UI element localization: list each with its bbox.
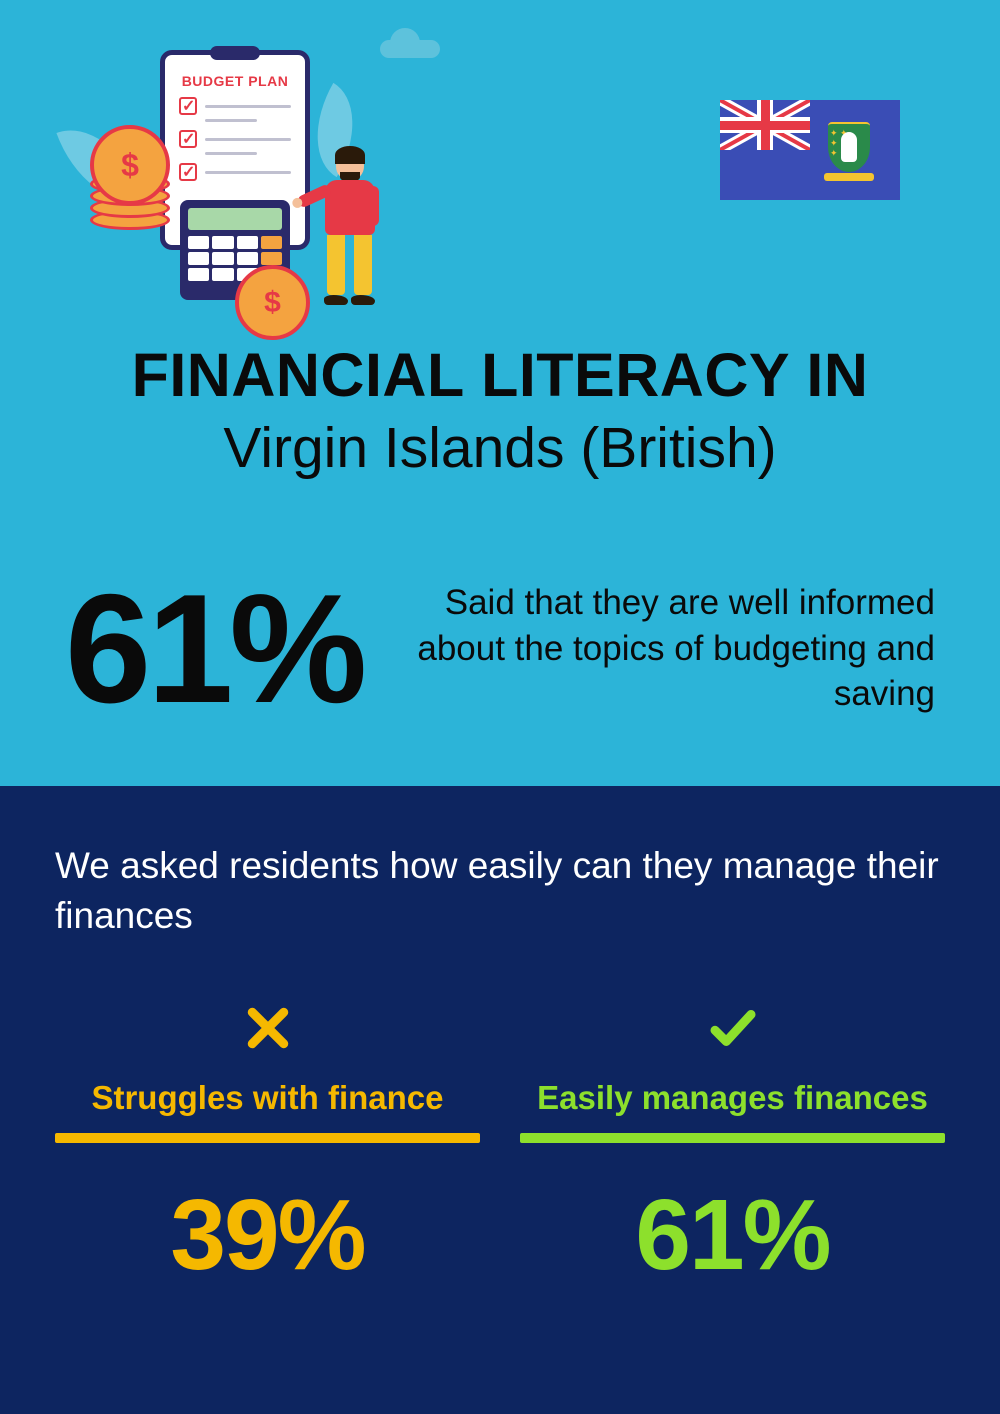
easy-column: Easily manages finances 61% bbox=[520, 1001, 945, 1293]
coin-single: $ bbox=[235, 265, 310, 340]
title-line-2: Virgin Islands (British) bbox=[60, 415, 940, 481]
clipboard-title: BUDGET PLAN bbox=[165, 73, 305, 89]
easy-percent: 61% bbox=[520, 1178, 945, 1293]
struggle-percent: 39% bbox=[55, 1178, 480, 1293]
cross-icon bbox=[241, 1001, 295, 1064]
easy-bar bbox=[520, 1133, 945, 1143]
struggle-column: Struggles with finance 39% bbox=[55, 1001, 480, 1293]
main-stat: 61% Said that they are well informed abo… bbox=[60, 571, 940, 726]
flag-crest: ✦ ✦✦ ✦✦ ✦ bbox=[828, 122, 870, 176]
compare-row: Struggles with finance 39% Easily manage… bbox=[55, 1001, 945, 1293]
union-jack bbox=[720, 100, 810, 150]
budget-illustration: BUDGET PLAN bbox=[60, 30, 400, 310]
bottom-section: We asked residents how easily can they m… bbox=[0, 786, 1000, 1414]
struggle-bar bbox=[55, 1133, 480, 1143]
top-section: BUDGET PLAN bbox=[0, 0, 1000, 786]
main-description: Said that they are well informed about t… bbox=[403, 580, 935, 717]
main-percent: 61% bbox=[65, 571, 363, 726]
infographic-page: BUDGET PLAN bbox=[0, 0, 1000, 1414]
header-row: BUDGET PLAN bbox=[60, 30, 940, 330]
cloud-shape bbox=[380, 40, 440, 58]
struggle-label: Struggles with finance bbox=[55, 1079, 480, 1117]
person bbox=[310, 150, 390, 310]
bvi-flag: ✦ ✦✦ ✦✦ ✦ bbox=[720, 100, 900, 200]
easy-label: Easily manages finances bbox=[520, 1079, 945, 1117]
check-icon bbox=[706, 1001, 760, 1064]
survey-question: We asked residents how easily can they m… bbox=[55, 841, 945, 941]
title-line-1: FINANCIAL LITERACY IN bbox=[60, 340, 940, 410]
title-block: FINANCIAL LITERACY IN Virgin Islands (Br… bbox=[60, 340, 940, 481]
